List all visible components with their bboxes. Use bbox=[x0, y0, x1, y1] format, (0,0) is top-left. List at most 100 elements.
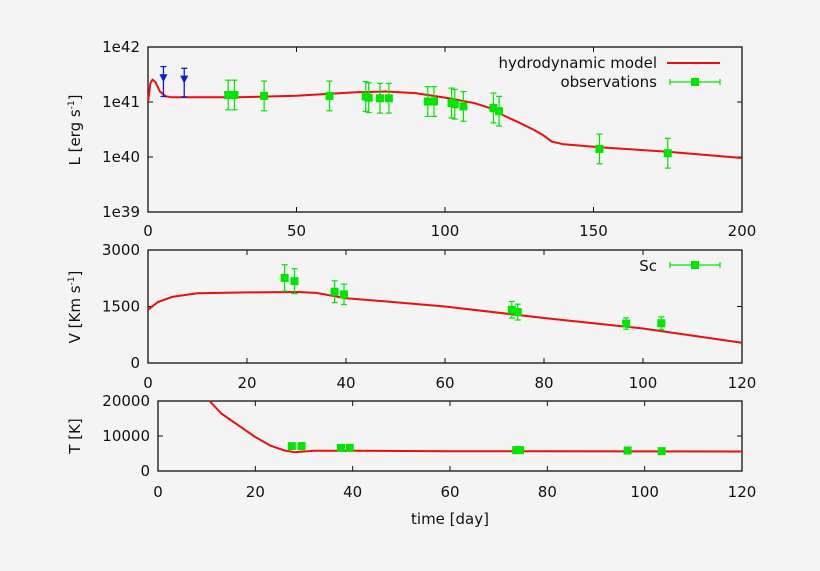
legend-marker bbox=[691, 261, 699, 269]
data-marker bbox=[330, 287, 339, 296]
observation-point bbox=[513, 303, 522, 321]
upper-limit-point bbox=[180, 67, 189, 98]
data-marker bbox=[297, 442, 306, 451]
data-marker bbox=[230, 91, 239, 100]
y-tick-label: 20000 bbox=[102, 392, 150, 410]
data-marker bbox=[450, 100, 459, 109]
x-tick-label: 20 bbox=[246, 483, 265, 501]
observation-point bbox=[507, 300, 516, 319]
observation-point bbox=[663, 137, 672, 169]
time-xlabel: time [day] bbox=[411, 510, 489, 528]
data-marker bbox=[384, 94, 393, 103]
upper-limit-point bbox=[159, 65, 168, 98]
data-marker bbox=[459, 102, 468, 111]
observation-point bbox=[495, 95, 504, 127]
data-marker bbox=[260, 91, 269, 100]
plot-area bbox=[147, 65, 743, 169]
observation-point bbox=[224, 79, 233, 111]
x-tick-label: 0 bbox=[143, 222, 153, 240]
down-arrow-marker bbox=[180, 75, 189, 84]
model-curve bbox=[208, 400, 743, 454]
y-tick-label: 0 bbox=[130, 354, 140, 372]
data-marker bbox=[345, 443, 354, 452]
model-curve bbox=[147, 291, 743, 344]
data-marker bbox=[516, 446, 525, 455]
x-tick-label: 0 bbox=[153, 483, 163, 501]
data-marker bbox=[325, 91, 334, 100]
observation-point bbox=[657, 316, 666, 331]
data-marker bbox=[657, 447, 666, 456]
temperature-ylabel: T [K] bbox=[66, 418, 84, 454]
velocity-ylabel: V [Km s-1] bbox=[66, 271, 84, 344]
y-tick-label: 1e41 bbox=[102, 93, 140, 111]
data-marker bbox=[287, 442, 296, 451]
x-tick-label: 60 bbox=[435, 374, 454, 392]
y-tick-label: 1e39 bbox=[102, 203, 140, 221]
y-tick-label: 3000 bbox=[102, 241, 140, 259]
observation-point bbox=[595, 133, 604, 165]
data-marker bbox=[340, 290, 349, 299]
data-marker bbox=[657, 319, 666, 328]
x-tick-label: 200 bbox=[728, 222, 757, 240]
data-marker bbox=[224, 91, 233, 100]
observation-point bbox=[384, 82, 393, 114]
observation-point bbox=[430, 86, 439, 117]
observation-point bbox=[622, 317, 631, 330]
data-marker bbox=[663, 149, 672, 158]
observation-point bbox=[280, 264, 289, 292]
observation-point bbox=[459, 91, 468, 122]
legend bbox=[667, 62, 721, 269]
x-tick-label: 100 bbox=[431, 222, 460, 240]
down-arrow-marker bbox=[159, 74, 168, 83]
temperature-panel: 0 20 40 60 80 100 120 0 10000 20000 bbox=[102, 392, 756, 501]
x-tick-label: 40 bbox=[336, 374, 355, 392]
data-marker bbox=[495, 107, 504, 116]
x-tick-label: 80 bbox=[538, 483, 557, 501]
x-tick-label: 120 bbox=[728, 374, 757, 392]
data-marker bbox=[430, 97, 439, 106]
observation-point bbox=[290, 268, 299, 295]
observation-point bbox=[330, 280, 339, 304]
x-tick-label: 20 bbox=[237, 374, 256, 392]
observation-point bbox=[423, 86, 432, 117]
data-marker bbox=[513, 308, 522, 317]
y-tick-label: 10000 bbox=[102, 427, 150, 445]
x-tick-label: 150 bbox=[579, 222, 608, 240]
plot-area bbox=[147, 264, 743, 344]
observation-point bbox=[260, 80, 269, 112]
data-marker bbox=[507, 305, 516, 314]
legend-marker bbox=[691, 78, 699, 86]
data-marker bbox=[489, 103, 498, 112]
data-marker bbox=[423, 97, 432, 106]
x-tick-label: 80 bbox=[534, 374, 553, 392]
legend-model-label: hydrodynamic model bbox=[498, 54, 657, 72]
observation-point bbox=[230, 79, 239, 111]
data-marker bbox=[290, 277, 299, 286]
model-curve bbox=[147, 78, 743, 159]
luminosity-panel: 0 50 100 150 200 1e39 1e40 1e41 1e42 bbox=[102, 38, 756, 240]
observation-point bbox=[450, 88, 459, 120]
data-marker bbox=[622, 319, 631, 328]
x-tick-label: 50 bbox=[287, 222, 306, 240]
x-tick-label: 40 bbox=[343, 483, 362, 501]
y-tick-label: 1e42 bbox=[102, 38, 140, 56]
legend-observations-label: observations bbox=[560, 73, 657, 91]
data-marker bbox=[364, 93, 373, 102]
y-tick-label: 1500 bbox=[102, 298, 140, 316]
observation-point bbox=[364, 82, 373, 114]
observation-point bbox=[325, 80, 334, 112]
data-marker bbox=[336, 443, 345, 452]
y-tick-label: 1e40 bbox=[102, 148, 140, 166]
y-tick-label: 0 bbox=[140, 462, 150, 480]
observation-point bbox=[340, 283, 349, 306]
legend-sc-label: Sc bbox=[639, 257, 657, 275]
x-tick-label: 60 bbox=[440, 483, 459, 501]
luminosity-ylabel: L [erg s-1] bbox=[66, 94, 84, 165]
plot-area bbox=[208, 400, 743, 456]
x-tick-label: 100 bbox=[630, 483, 659, 501]
x-tick-label: 0 bbox=[143, 374, 153, 392]
data-marker bbox=[375, 94, 384, 103]
observation-point bbox=[375, 82, 384, 114]
data-marker bbox=[595, 144, 604, 153]
